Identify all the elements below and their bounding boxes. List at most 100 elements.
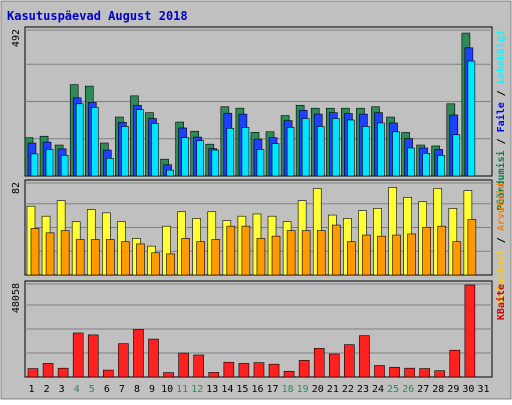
bar-kbaite-day-15	[238, 363, 250, 378]
bar-lehek-lgi-day-4	[75, 103, 84, 177]
bar-lehek-lgi-day-9	[151, 123, 159, 177]
bar-arvuteid-day-27	[422, 226, 431, 276]
bar-lehek-lgi-day-8	[136, 109, 144, 177]
bar-arvuteid-day-17	[271, 235, 281, 276]
x-tick-label-day-29: 29	[447, 384, 459, 395]
bar-kbaite-day-20	[313, 347, 325, 378]
x-tick-label-day-23: 23	[357, 384, 369, 395]
chart-title: Kasutuspäevad August 2018	[7, 9, 188, 23]
y-max-label: 48058	[11, 283, 22, 313]
x-tick-label-day-24: 24	[372, 384, 384, 395]
bar-kbaite-day-14	[223, 361, 235, 378]
bar-lehek-lgi-day-25	[392, 131, 400, 177]
bar-arvuteid-day-6	[106, 239, 115, 276]
bar-lehek-lgi-day-18	[286, 127, 295, 177]
bar-lehek-lgi-day-28	[437, 155, 446, 177]
bar-arvuteid-day-9	[151, 252, 160, 276]
x-tick-label-day-17: 17	[267, 384, 279, 395]
bar-lehek-lgi-day-7	[121, 126, 129, 177]
bar-lehek-lgi-day-13	[211, 149, 220, 177]
bar-kbaite-day-6	[103, 369, 114, 378]
x-tick-label-day-1: 1	[29, 384, 35, 395]
bar-kbaite-day-1	[27, 368, 39, 378]
x-tick-label-day-13: 13	[206, 384, 218, 395]
x-tick-label-day-15: 15	[236, 384, 248, 395]
bar-arvuteid-day-26	[407, 233, 416, 276]
bar-kbaite-day-12	[193, 354, 205, 378]
bar-lehek-lgi-day-29	[452, 134, 461, 177]
bar-lehek-lgi-day-10	[166, 169, 174, 177]
x-tick-label-day-7: 7	[119, 384, 125, 395]
bar-arvuteid-day-14	[226, 225, 236, 276]
legend-separator: /	[496, 84, 507, 102]
legend-k-lastusi: Külastusi	[495, 249, 507, 303]
x-tick-label-day-28: 28	[432, 384, 444, 395]
bar-arvuteid-day-3	[60, 230, 70, 276]
bar-kbaite-day-27	[419, 368, 430, 378]
bar-lehek-lgi-day-15	[241, 127, 250, 177]
bar-arvuteid-day-25	[392, 234, 401, 276]
legend-lehek-lgi: Lehekülgi	[495, 30, 507, 84]
bar-kbaite-day-26	[404, 367, 415, 378]
bar-lehek-lgi-day-26	[407, 147, 415, 177]
bar-lehek-lgi-day-27	[422, 153, 430, 177]
x-tick-label-day-3: 3	[59, 384, 65, 395]
legend-arvuteid: Arvuteid	[495, 183, 507, 231]
x-tick-label-day-18: 18	[282, 384, 294, 395]
panel-1: 492 Pöördumisi / Faile / Lehekülgi	[11, 26, 507, 211]
bar-arvuteid-day-7	[121, 241, 130, 276]
bar-lehek-lgi-day-11	[181, 137, 189, 177]
bar-kbaite-day-5	[87, 334, 99, 378]
bar-kbaite-day-21	[328, 353, 340, 378]
panel-2: 82 Külastusi / Arvuteid	[11, 179, 507, 303]
bar-arvuteid-day-30	[467, 219, 477, 276]
y-max-label: 492	[11, 29, 22, 47]
legend-faile: Faile	[495, 102, 507, 132]
panel-legend: Pöördumisi / Faile / Lehekülgi	[495, 30, 507, 211]
y-max-label: 82	[11, 182, 22, 194]
bar-lehek-lgi-day-12	[196, 140, 205, 177]
bar-arvuteid-day-19	[301, 230, 311, 276]
bar-kbaite-day-24	[374, 365, 385, 378]
x-tick-label-day-9: 9	[149, 384, 155, 395]
bar-arvuteid-day-1	[30, 228, 40, 276]
bar-arvuteid-day-15	[241, 225, 251, 276]
x-tick-label-day-14: 14	[221, 384, 233, 395]
x-tick-label-day-2: 2	[44, 384, 50, 395]
x-tick-label-day-27: 27	[417, 384, 429, 395]
bar-arvuteid-day-5	[90, 239, 100, 276]
bar-lehek-lgi-day-21	[331, 118, 340, 177]
bar-lehek-lgi-day-20	[316, 126, 325, 177]
legend-separator: /	[496, 231, 507, 249]
bar-arvuteid-day-12	[196, 241, 206, 276]
bar-kbaite-day-18	[283, 370, 295, 378]
x-tick-label-day-20: 20	[312, 384, 324, 395]
bar-arvuteid-day-10	[166, 253, 175, 276]
bar-arvuteid-day-16	[256, 238, 266, 276]
bar-lehek-lgi-day-19	[301, 118, 310, 177]
bar-lehek-lgi-day-5	[90, 107, 99, 177]
bar-lehek-lgi-day-2	[45, 149, 54, 177]
x-tick-label-day-5: 5	[89, 384, 95, 395]
bar-arvuteid-day-20	[316, 230, 326, 276]
x-tick-label-day-30: 30	[462, 384, 474, 395]
bar-lehek-lgi-day-1	[30, 153, 39, 177]
bar-kbaite-day-10	[163, 372, 174, 378]
bar-arvuteid-day-24	[377, 235, 386, 276]
x-tick-label-day-11: 11	[176, 384, 188, 395]
bar-kbaite-day-13	[208, 372, 220, 378]
x-tick-label-day-10: 10	[161, 384, 173, 395]
x-tick-label-day-22: 22	[342, 384, 354, 395]
bar-kbaite-day-4	[72, 332, 84, 378]
x-tick-label-day-26: 26	[402, 384, 414, 395]
x-tick-label-day-16: 16	[251, 384, 263, 395]
bar-arvuteid-day-18	[286, 230, 296, 276]
bar-arvuteid-day-4	[75, 239, 85, 276]
bar-kbaite-day-29	[449, 349, 461, 378]
bar-lehek-lgi-day-6	[106, 158, 114, 177]
x-tick-label-day-19: 19	[297, 384, 309, 395]
bar-kbaite-day-17	[268, 363, 280, 378]
x-tick-label-day-25: 25	[387, 384, 399, 395]
